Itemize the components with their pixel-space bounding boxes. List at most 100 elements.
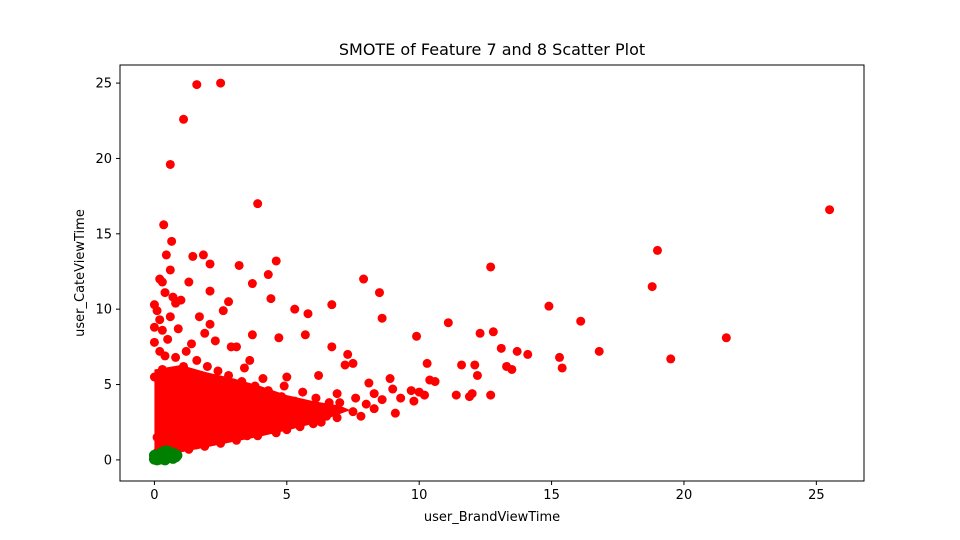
scatter-point bbox=[194, 312, 204, 322]
series-red bbox=[149, 78, 835, 463]
scatter-point bbox=[475, 328, 485, 338]
scatter-point bbox=[369, 404, 379, 414]
scatter-point bbox=[652, 245, 662, 255]
scatter-point bbox=[430, 377, 440, 387]
scatter-point bbox=[179, 434, 189, 444]
scatter-point bbox=[467, 389, 477, 399]
scatter-point bbox=[242, 431, 252, 441]
scatter-point bbox=[184, 277, 194, 287]
scatter-point bbox=[216, 405, 226, 415]
scatter-point bbox=[496, 343, 506, 353]
scatter-point bbox=[171, 352, 181, 362]
scatter-point bbox=[348, 407, 358, 417]
y-axis-ticks: 0 5 10 15 20 25 bbox=[95, 77, 120, 468]
scatter-point bbox=[245, 410, 255, 420]
scatter-point bbox=[311, 393, 321, 403]
scatter-point bbox=[179, 114, 189, 124]
scatter-point bbox=[186, 339, 196, 349]
y-tick-label: 0 bbox=[104, 453, 112, 468]
scatter-point bbox=[555, 352, 565, 362]
x-tick-label: 0 bbox=[150, 488, 158, 503]
scatter-point bbox=[171, 398, 181, 408]
scatter-point bbox=[205, 286, 215, 296]
scatter-point bbox=[157, 364, 167, 374]
scatter-point bbox=[721, 333, 731, 343]
scatter-point bbox=[165, 159, 175, 169]
scatter-point bbox=[451, 390, 461, 400]
scatter-point bbox=[396, 393, 406, 403]
x-axis-label: user_BrandViewTime bbox=[424, 510, 560, 525]
scatter-point bbox=[271, 416, 281, 426]
scatter-point bbox=[205, 398, 215, 408]
scatter-point bbox=[327, 300, 337, 310]
scatter-point bbox=[160, 351, 170, 361]
scatter-point bbox=[218, 306, 228, 316]
scatter-point bbox=[173, 417, 183, 427]
scatter-point bbox=[443, 318, 453, 328]
scatter-point bbox=[168, 370, 178, 380]
scatter-point bbox=[486, 262, 496, 272]
scatter-point bbox=[335, 398, 345, 408]
scatter-point bbox=[359, 274, 369, 284]
scatter-point bbox=[224, 370, 234, 380]
scatter-point bbox=[181, 346, 191, 356]
scatter-point bbox=[274, 333, 284, 343]
scatter-point bbox=[189, 402, 199, 412]
scatter-point bbox=[159, 220, 169, 230]
scatter-point bbox=[258, 374, 268, 384]
scatter-point bbox=[171, 298, 181, 308]
scatter-point bbox=[666, 354, 676, 364]
scatter-point bbox=[647, 282, 657, 292]
scatter-point bbox=[202, 361, 212, 371]
scatter-point bbox=[197, 419, 207, 429]
scatter-point bbox=[523, 349, 533, 359]
scatter-point bbox=[189, 431, 199, 441]
scatter-point bbox=[205, 259, 215, 269]
scatter-point bbox=[308, 419, 318, 429]
scatter-point bbox=[282, 372, 292, 382]
scatter-point bbox=[314, 370, 324, 380]
scatter-point bbox=[253, 431, 263, 441]
scatter-point bbox=[348, 358, 358, 368]
scatter-point bbox=[157, 277, 167, 287]
scatter-point bbox=[470, 360, 480, 370]
scatter-point bbox=[290, 304, 300, 314]
scatter-point bbox=[192, 440, 202, 450]
scatter-point bbox=[329, 407, 339, 417]
scatter-point bbox=[324, 398, 334, 408]
scatter-point bbox=[163, 334, 173, 344]
scatter-point bbox=[208, 426, 218, 436]
scatter-point bbox=[377, 313, 387, 323]
scatter-point bbox=[163, 387, 173, 397]
scatter-point bbox=[269, 425, 279, 435]
scatter-point bbox=[277, 392, 287, 402]
scatter-point bbox=[167, 236, 177, 246]
x-tick-label: 25 bbox=[808, 488, 825, 503]
scatter-point bbox=[247, 330, 257, 340]
scatter-point bbox=[226, 390, 236, 400]
scatter-point bbox=[356, 411, 366, 421]
scatter-point bbox=[157, 325, 167, 335]
scatter-point bbox=[186, 377, 196, 387]
scatter-point bbox=[239, 363, 249, 373]
scatter-point bbox=[361, 399, 371, 409]
series-green bbox=[148, 445, 183, 466]
scatter-point bbox=[327, 342, 337, 352]
scatter-point bbox=[303, 401, 313, 411]
scatter-point bbox=[247, 279, 257, 289]
scatter-point bbox=[181, 411, 191, 421]
scatter-point bbox=[155, 315, 165, 325]
scatter-point bbox=[322, 411, 332, 421]
scatter-point bbox=[149, 322, 159, 332]
scatter-point bbox=[266, 294, 276, 304]
scatter-point bbox=[216, 438, 226, 448]
scatter-point bbox=[231, 342, 241, 352]
y-axis-label: user_CateViewTime bbox=[73, 209, 88, 337]
scatter-point bbox=[388, 384, 398, 394]
scatter-point bbox=[390, 408, 400, 418]
scatter-point bbox=[216, 78, 226, 88]
scatter-point bbox=[234, 260, 244, 270]
scatter-point bbox=[184, 422, 194, 432]
scatter-point bbox=[512, 346, 522, 356]
